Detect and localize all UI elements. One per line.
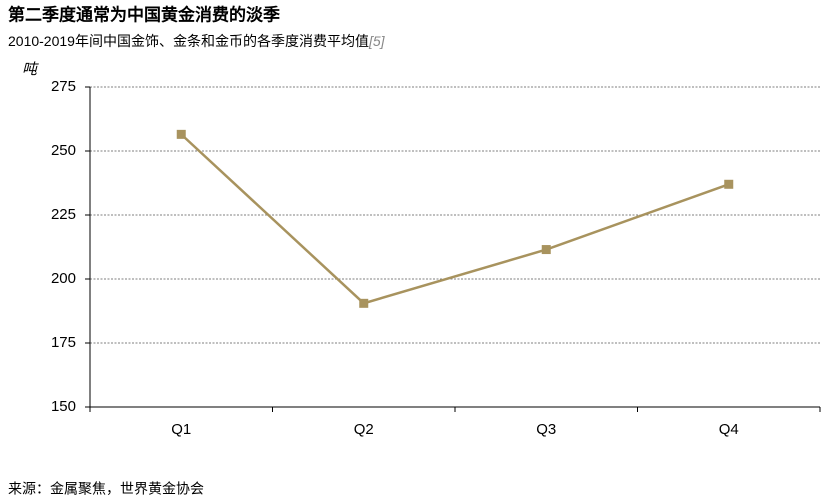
chart-subtitle: 2010-2019年间中国金饰、金条和金币的各季度消费平均值[5] xyxy=(8,33,386,49)
chart-title: 第二季度通常为中国黄金消费的淡季 xyxy=(8,4,280,24)
x-tick-label: Q3 xyxy=(536,421,556,438)
y-tick-label: 150 xyxy=(51,398,76,415)
y-tick-label: 250 xyxy=(51,142,76,159)
point-marker xyxy=(359,298,369,308)
x-tick-label: Q4 xyxy=(719,421,739,438)
y-tick-label: 200 xyxy=(51,270,76,287)
x-tick-label: Q1 xyxy=(171,421,191,438)
y-tick-label: 225 xyxy=(51,206,76,223)
point-marker xyxy=(176,129,186,139)
y-tick-label: 175 xyxy=(51,334,76,351)
point-marker xyxy=(541,245,551,255)
y-axis-label: 吨 xyxy=(22,61,39,78)
y-tick-label: 275 xyxy=(51,78,76,95)
source: 来源：金属聚焦，世界黄金协会 xyxy=(8,481,204,497)
subtitle-ref: [5] xyxy=(368,33,386,49)
x-tick-label: Q2 xyxy=(354,421,374,438)
subtitle-text: 2010-2019年间中国金饰、金条和金币的各季度消费平均值 xyxy=(8,33,369,49)
series-line xyxy=(180,133,730,305)
point-marker xyxy=(724,179,734,189)
